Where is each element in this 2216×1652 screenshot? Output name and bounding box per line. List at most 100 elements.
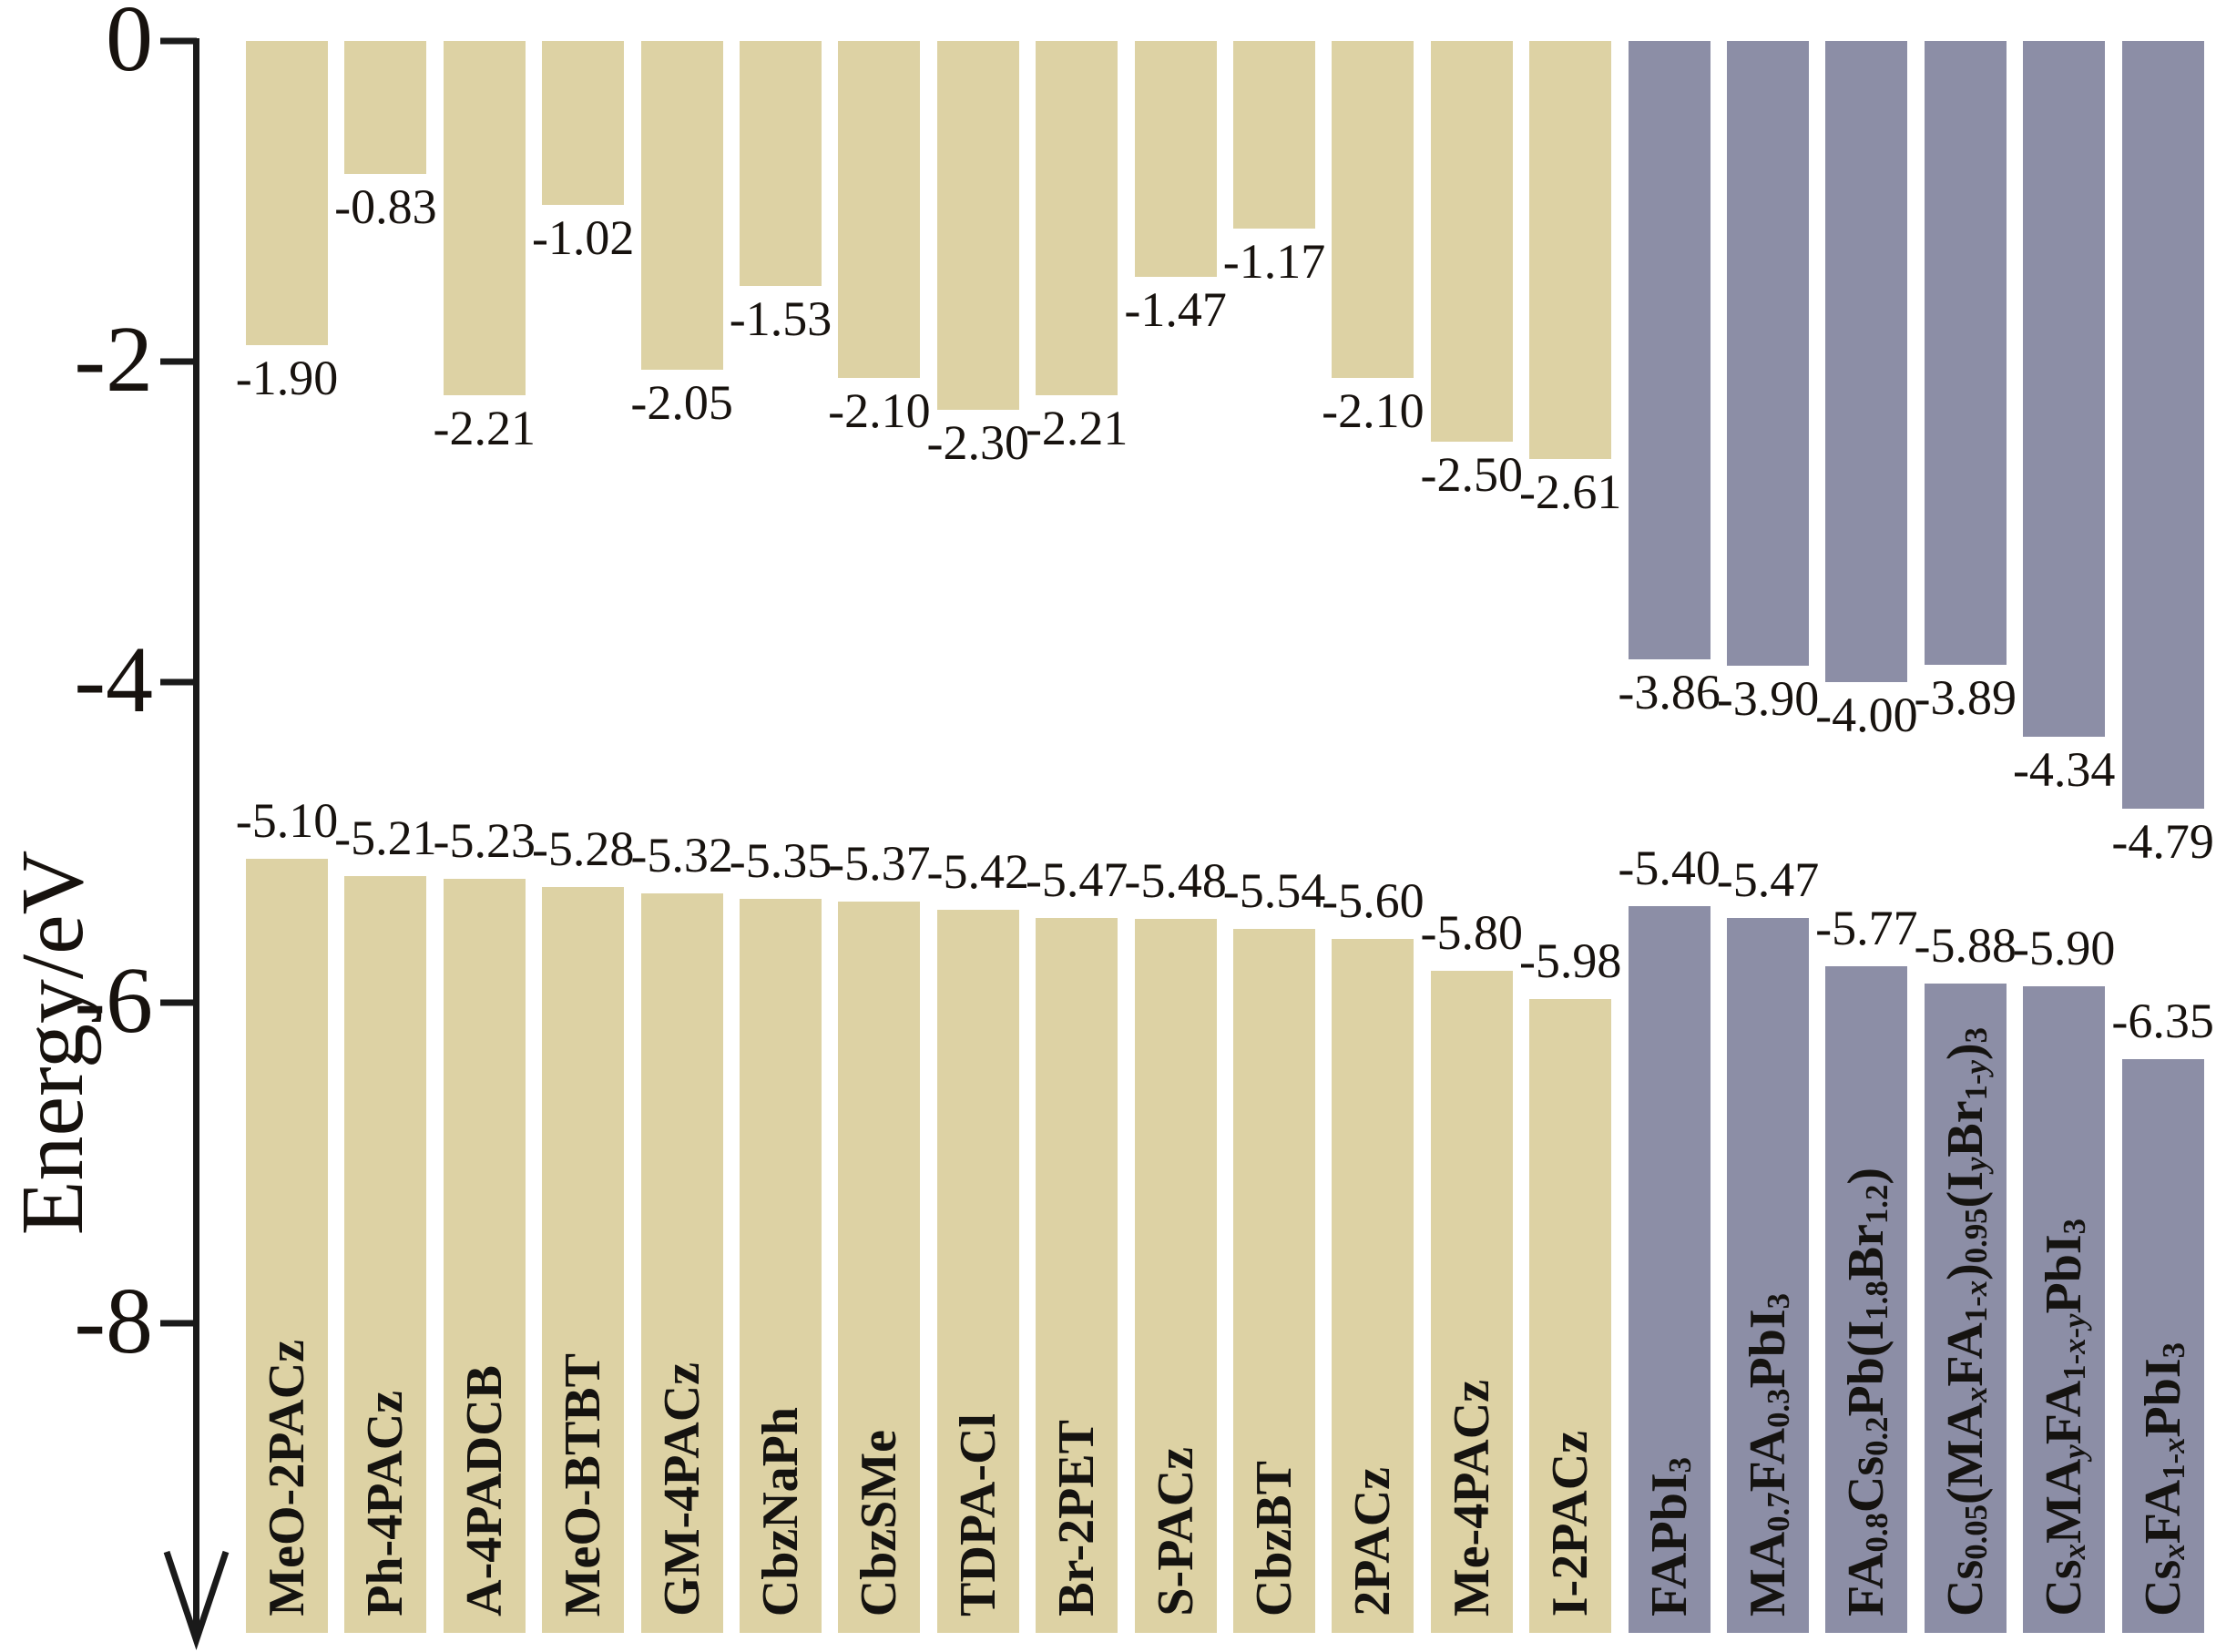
lower-level-bar xyxy=(443,879,526,1633)
upper-level-bar xyxy=(1036,41,1118,395)
material-label-wrap: S-PACz xyxy=(1135,919,1217,1633)
y-axis-tick-label: 0 xyxy=(106,0,153,91)
upper-level-bar xyxy=(1628,41,1711,660)
upper-level-bar xyxy=(640,41,723,370)
material-label-wrap: 2PACz xyxy=(1332,939,1414,1633)
upper-level-bar xyxy=(1825,41,1908,682)
lower-level-value: -5.47 xyxy=(1025,851,1128,907)
upper-level-bar xyxy=(1727,41,1809,667)
upper-level-bar xyxy=(344,41,427,175)
lower-level-value: -5.32 xyxy=(630,828,733,883)
material-label-wrap: MeO-2PACz xyxy=(246,859,328,1633)
y-axis-tick-label: -4 xyxy=(74,627,153,732)
y-axis-tick-label: -2 xyxy=(74,306,153,412)
lower-level-value: -5.35 xyxy=(729,832,832,888)
lower-level-value: -5.54 xyxy=(1222,863,1326,919)
lower-level-bar xyxy=(2121,1058,2204,1633)
upper-level-bar xyxy=(1134,41,1217,277)
lower-level-value: -5.21 xyxy=(334,810,437,865)
material-label: Me-4PACz xyxy=(1443,1379,1500,1616)
lower-level-bar xyxy=(1036,917,1118,1633)
lower-level-bar xyxy=(740,898,822,1633)
lower-level-bar xyxy=(838,902,921,1633)
material-label-wrap: Cs0.05(MAxFA1-x)0.95(IyBr1-y)3 xyxy=(1925,984,2007,1633)
upper-level-value: -1.53 xyxy=(729,291,832,347)
lower-level-bar xyxy=(1332,938,1414,1633)
material-label: CbzNaPh xyxy=(752,1406,809,1616)
material-label-wrap: CbzNaPh xyxy=(740,899,822,1633)
material-label-wrap: MeO-BTBT xyxy=(542,887,624,1633)
material-label: CsxFA1-xPbI3 xyxy=(2134,1342,2191,1616)
material-label: CsxMAyFA1-x-yPbI3 xyxy=(2036,1219,2093,1616)
material-label-wrap: A-4PADCB xyxy=(444,879,526,1633)
upper-level-value: -1.02 xyxy=(531,209,635,265)
material-label: MeO-2PACz xyxy=(259,1340,315,1616)
upper-level-value: -2.10 xyxy=(828,382,931,438)
lower-level-bar xyxy=(640,893,723,1633)
y-axis-tick-label: -6 xyxy=(74,947,153,1053)
lower-level-value: -5.80 xyxy=(1420,904,1524,960)
upper-level-bar xyxy=(246,41,328,346)
lower-level-value: -5.10 xyxy=(235,792,339,848)
lower-level-value: -5.98 xyxy=(1518,933,1622,989)
lower-level-value: -5.37 xyxy=(828,836,931,892)
material-label: CbzBT xyxy=(1246,1460,1302,1616)
material-label-wrap: FAPbI3 xyxy=(1629,906,1711,1633)
lower-level-bar xyxy=(1628,906,1711,1633)
y-axis-tick xyxy=(160,37,197,45)
upper-level-bar xyxy=(1529,41,1612,460)
upper-level-bar xyxy=(2023,41,2106,737)
lower-level-bar xyxy=(2023,986,2106,1633)
lower-level-bar xyxy=(1924,983,2007,1633)
material-label-wrap: I-2PACz xyxy=(1529,999,1611,1633)
material-label: 2PACz xyxy=(1344,1467,1402,1616)
material-label: MA0.7FA0.3PbI3 xyxy=(1740,1292,1797,1616)
upper-level-value: -0.83 xyxy=(334,179,437,235)
upper-level-value: -2.10 xyxy=(1322,382,1425,438)
material-label-wrap: Br-2PET xyxy=(1036,918,1118,1633)
lower-level-value: -5.47 xyxy=(1716,851,1820,907)
material-label: A-4PADCB xyxy=(455,1365,513,1616)
material-label: I-2PACz xyxy=(1542,1430,1599,1616)
y-axis-tick xyxy=(160,678,197,686)
lower-level-value: -5.77 xyxy=(1815,900,1918,955)
material-label: Br-2PET xyxy=(1048,1420,1106,1616)
lower-level-bar xyxy=(1233,929,1315,1633)
lower-level-value: -5.42 xyxy=(926,843,1030,899)
upper-level-value: -3.89 xyxy=(1914,669,2017,725)
upper-level-bar xyxy=(936,41,1019,410)
upper-level-bar xyxy=(2121,41,2204,810)
material-label: Cs0.05(MAxFA1-x)0.95(IyBr1-y)3 xyxy=(1936,1027,1994,1616)
material-label-wrap: FA0.8Cs0.2Pb(I1.8Br1.2) xyxy=(1825,966,1907,1633)
upper-level-value: -2.05 xyxy=(630,374,733,430)
lower-level-value: -6.35 xyxy=(2111,993,2214,1048)
upper-level-value: -3.86 xyxy=(1618,665,1721,720)
y-axis-tick xyxy=(160,358,197,365)
upper-level-bar xyxy=(1233,41,1315,229)
upper-level-bar xyxy=(443,41,526,395)
upper-level-value: -4.00 xyxy=(1815,688,1918,742)
y-axis-tick xyxy=(160,1320,197,1327)
material-label-wrap: Me-4PACz xyxy=(1431,971,1513,1633)
lower-level-bar xyxy=(1727,917,1809,1633)
lower-level-value: -5.88 xyxy=(1914,917,2017,973)
upper-level-value: -1.17 xyxy=(1222,233,1326,289)
upper-level-bar xyxy=(1332,41,1414,378)
upper-level-bar xyxy=(838,41,921,378)
upper-level-value: -1.47 xyxy=(1124,281,1227,337)
material-label: S-PACz xyxy=(1147,1447,1204,1616)
upper-level-bar xyxy=(542,41,625,205)
material-label: FAPbI3 xyxy=(1640,1456,1698,1616)
material-label-wrap: MA0.7FA0.3PbI3 xyxy=(1727,918,1809,1633)
lower-level-bar xyxy=(1529,999,1612,1633)
material-label-wrap: CsxMAyFA1-x-yPbI3 xyxy=(2023,986,2105,1633)
material-label-wrap: CsxFA1-xPbI3 xyxy=(2122,1059,2204,1633)
upper-level-bar xyxy=(1430,41,1513,442)
upper-level-value: -2.61 xyxy=(1518,464,1622,520)
material-label: GM-4PACz xyxy=(653,1362,710,1616)
lower-level-value: -5.40 xyxy=(1618,841,1721,896)
upper-level-bar xyxy=(1924,41,2007,665)
lower-level-bar xyxy=(1134,919,1217,1633)
lower-level-bar xyxy=(542,887,625,1633)
